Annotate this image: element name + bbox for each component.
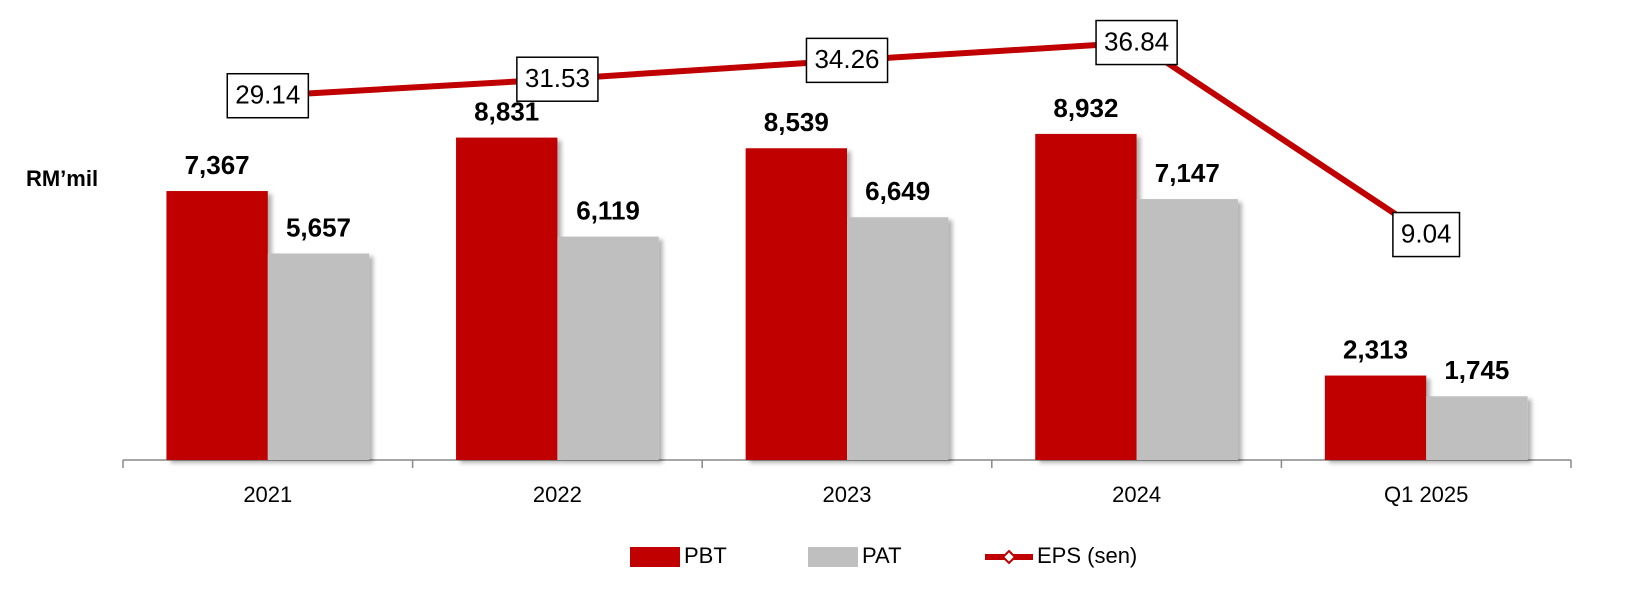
bar	[1324, 375, 1427, 460]
bar	[1426, 396, 1528, 460]
eps-value-label: 9.04	[1401, 218, 1452, 248]
eps-label: 9.04	[1392, 211, 1461, 258]
x-tick-label: 2023	[823, 482, 872, 507]
eps-label: 31.53	[516, 56, 599, 102]
legend-label: EPS (sen)	[1037, 543, 1137, 568]
x-tick-label: 2024	[1112, 482, 1161, 507]
bar	[557, 236, 659, 460]
bar-value-label: 7,367	[185, 150, 250, 180]
eps-value-label: 36.84	[1104, 26, 1169, 56]
legend-marker	[1001, 549, 1017, 565]
bar-value-label: 2,313	[1343, 334, 1408, 364]
eps-label-box	[1095, 19, 1178, 66]
eps-label-box	[226, 72, 310, 119]
bar	[1136, 199, 1238, 461]
bar	[1035, 133, 1137, 460]
eps-label: 34.26	[805, 37, 889, 84]
legend-label: PAT	[862, 543, 902, 568]
bar-value-label: 6,119	[576, 195, 640, 225]
bar-value-label: 8,539	[764, 107, 829, 137]
y-axis-label: RM’mil	[26, 166, 98, 191]
bar-value-label: 7,147	[1155, 158, 1220, 188]
legend-swatch	[630, 547, 680, 567]
eps-value-label: 34.26	[814, 44, 879, 74]
bar-value-label: 6,649	[865, 176, 930, 206]
eps-label-box	[516, 56, 599, 102]
eps-value-label: 31.53	[525, 63, 590, 93]
bar-value-label: 5,657	[286, 212, 351, 242]
x-tick-label: 2021	[243, 482, 292, 507]
bar	[166, 191, 268, 461]
bar-value-label: 8,932	[1053, 93, 1118, 123]
eps-label: 36.84	[1095, 19, 1178, 66]
legend-label: PBT	[684, 543, 727, 568]
legend-swatch	[808, 547, 858, 567]
eps-label-box	[805, 37, 889, 84]
eps-label-box	[1392, 211, 1461, 258]
bar	[847, 217, 949, 460]
eps-label: 29.14	[226, 72, 310, 119]
bar	[745, 148, 847, 460]
bar	[456, 137, 558, 460]
bar-value-label: 1,745	[1444, 355, 1509, 385]
x-tick-label: Q1 2025	[1384, 482, 1468, 507]
eps-value-label: 29.14	[235, 80, 300, 110]
bar	[267, 253, 370, 460]
x-tick-label: 2022	[533, 482, 582, 507]
